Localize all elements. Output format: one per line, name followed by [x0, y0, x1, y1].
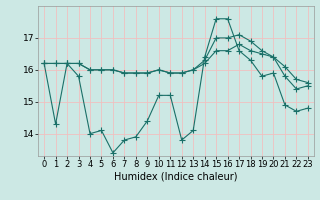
- X-axis label: Humidex (Indice chaleur): Humidex (Indice chaleur): [114, 172, 238, 182]
